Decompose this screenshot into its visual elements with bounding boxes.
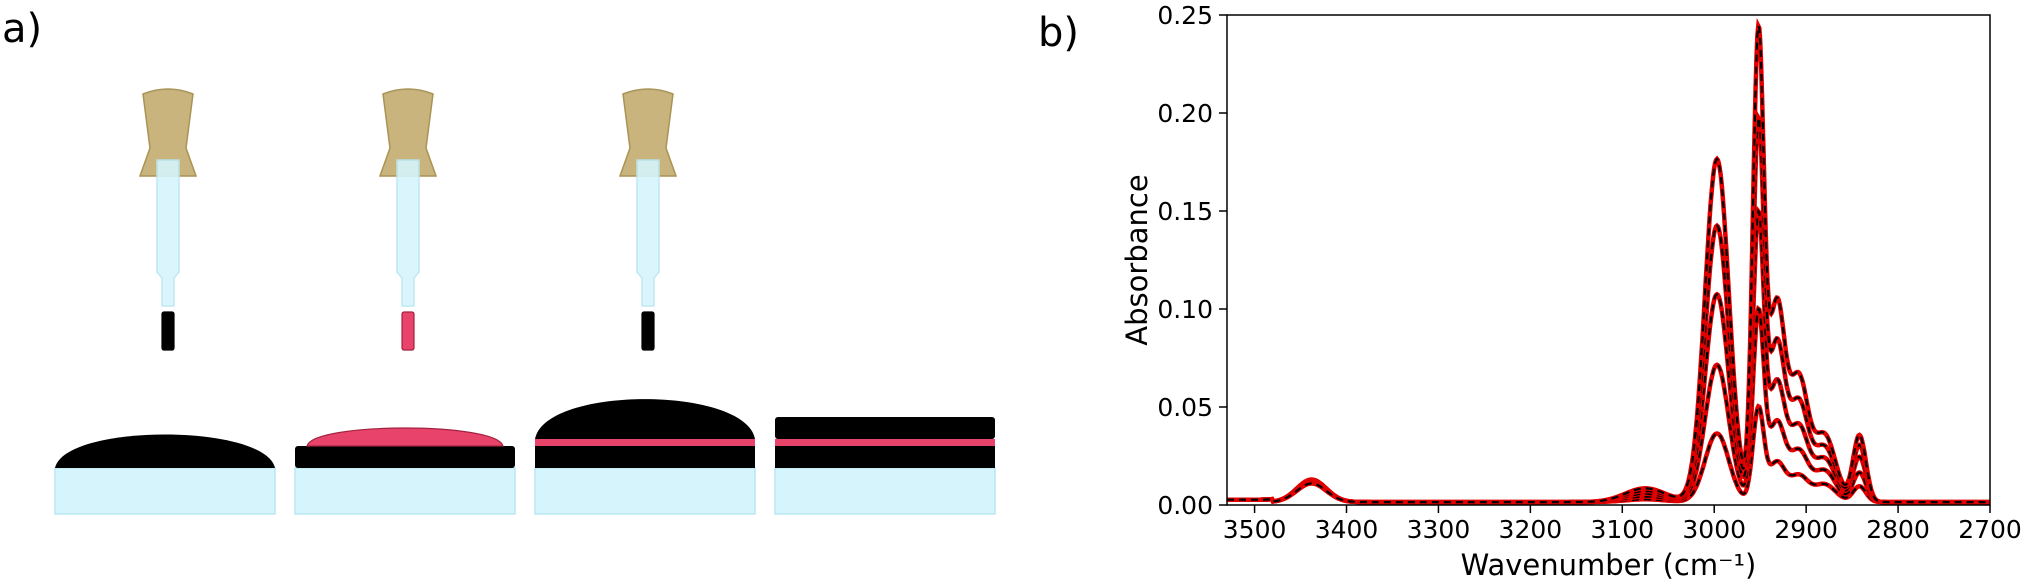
panel-a-label: a) — [2, 6, 42, 52]
y-axis-label: Absorbance — [1120, 174, 1154, 345]
x-tick-label: 3200 — [1499, 515, 1563, 544]
absorbance-chart: 3500 3400 3300 3200 3100 3000 2900 2800 2700 0.0… — [1120, 1, 2022, 582]
glass-substrate — [54, 467, 276, 515]
fit-line-5 — [1227, 17, 1990, 505]
droplet — [641, 311, 655, 351]
film-layer-pink — [775, 439, 995, 446]
x-tick-label: 2800 — [1866, 515, 1930, 544]
y-tick-label: 0.25 — [1157, 1, 1213, 30]
film-layer-black — [775, 446, 995, 468]
droplet — [161, 311, 175, 351]
glass-substrate — [774, 467, 996, 515]
glass-substrate — [294, 467, 516, 515]
fit-line-4 — [1227, 110, 1990, 505]
x-tick-label: 3000 — [1682, 515, 1746, 544]
y-tick-label: 0.15 — [1157, 197, 1213, 226]
film-layer-black — [535, 446, 755, 468]
y-tick-label: 0.10 — [1157, 295, 1213, 324]
drop-dome-black — [55, 434, 275, 468]
spectrum-line-5 — [1227, 22, 1990, 504]
x-tick-label: 3100 — [1590, 515, 1654, 544]
pipette-tube — [156, 159, 180, 307]
deposition-step-1 — [54, 88, 276, 515]
y-tick-label: 0.00 — [1157, 491, 1213, 520]
spectrum-line-1 — [1227, 404, 1990, 504]
pipette-tube — [636, 159, 660, 307]
plot-frame — [1226, 14, 1991, 506]
x-tick-label: 3500 — [1223, 515, 1287, 544]
y-tick-label: 0.20 — [1157, 99, 1213, 128]
spectrum-line-2 — [1227, 306, 1990, 504]
film-layer-black — [295, 446, 515, 468]
x-tick-label: 2700 — [1958, 515, 2022, 544]
fit-line-2 — [1227, 304, 1990, 505]
panel-b-label: b) — [1038, 10, 1079, 56]
drop-dome-black — [535, 399, 755, 439]
deposition-step-4 — [774, 417, 996, 515]
x-axis-label: Wavenumber (cm⁻¹) — [1461, 548, 1757, 582]
film-layer-black — [775, 417, 995, 439]
drop-dome-pink — [306, 427, 504, 447]
x-tick-label: 3400 — [1315, 515, 1379, 544]
y-tick-label: 0.05 — [1157, 393, 1213, 422]
glass-substrate — [534, 467, 756, 515]
fit-line-1 — [1227, 403, 1990, 505]
deposition-step-3 — [534, 88, 756, 515]
x-tick-label: 2900 — [1774, 515, 1838, 544]
spectrum-line-4 — [1227, 114, 1990, 504]
droplet — [401, 311, 415, 351]
deposition-schematic — [54, 88, 996, 515]
x-tick-label: 3300 — [1407, 515, 1471, 544]
deposition-step-2 — [294, 88, 516, 515]
spectrum-line-3 — [1227, 208, 1990, 504]
fit-line-3 — [1227, 205, 1990, 505]
film-layer-pink — [535, 439, 755, 446]
pipette-tube — [396, 159, 420, 307]
spectra-lines — [1227, 17, 1990, 505]
y-axis: 0.00 0.05 0.10 0.15 0.20 0.25 — [1157, 1, 1227, 520]
x-axis: 3500 3400 3300 3200 3100 3000 2900 2800 2700 — [1223, 505, 2022, 544]
